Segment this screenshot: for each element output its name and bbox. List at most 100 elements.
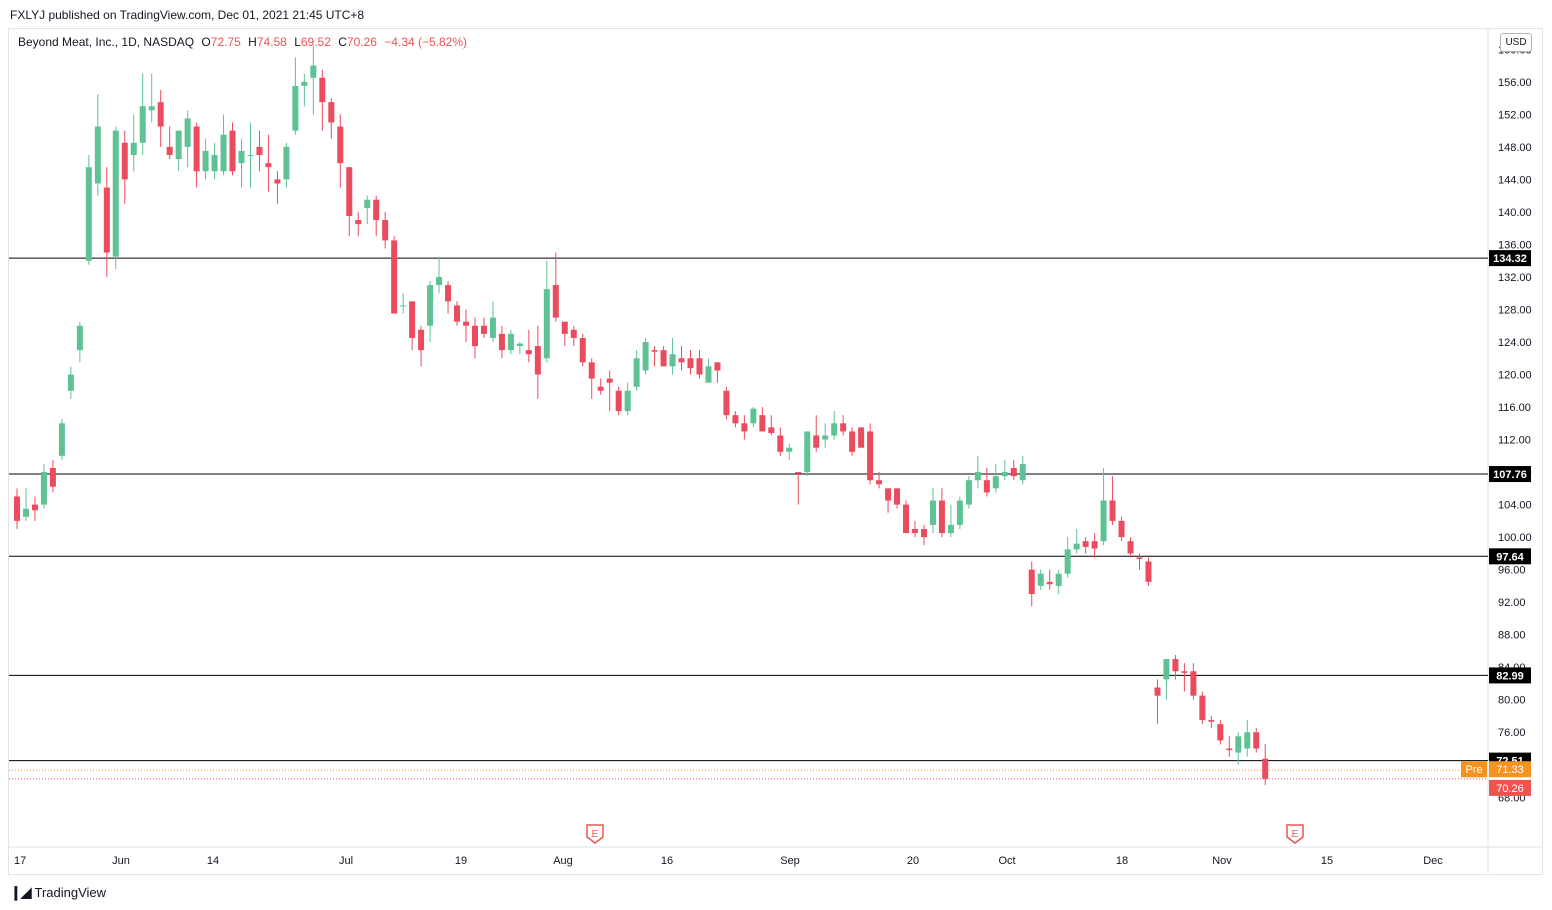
candle-body [669,354,676,367]
candle-body [409,301,416,338]
candle-body [202,150,209,172]
x-tick-label: 18 [1116,855,1128,867]
pre-market-tag-bg [1461,761,1487,778]
candle-body [1199,695,1206,721]
chart-legend: Beyond Meat, Inc., 1D, NASDAQ O72.75 H74… [18,35,467,49]
candle-body [840,423,847,432]
y-tick-label: 124.00 [1498,337,1532,349]
candle-body [804,431,811,473]
y-tick-label: 112.00 [1498,435,1531,447]
earnings-marker-icon [586,824,604,844]
candle-body [1073,543,1080,550]
candle-body [831,423,838,436]
candle-body [373,199,380,221]
candle-body [795,472,802,474]
earnings-marker-icon [1286,824,1304,844]
candle-body [463,321,469,326]
candle-body [516,343,523,347]
y-tick-label: 152.00 [1498,109,1532,121]
candle-body [382,220,389,241]
candle-body [1082,541,1089,547]
candle-body [903,504,910,534]
candle-body [1181,671,1188,673]
candle-body [768,427,775,434]
candle-body [148,106,155,111]
candle-body [912,528,918,534]
candle-body [265,163,272,168]
x-tick-label: Aug [553,855,573,867]
candle-body [274,179,281,184]
candle-body [40,472,47,505]
candle-body [642,342,649,371]
legend-open-value: 72.75 [210,35,241,49]
x-tick-label: 15 [1321,855,1333,867]
price-line-label-bg [1489,548,1531,565]
candle-body [929,500,936,525]
price-line-label: 82.99 [1496,670,1524,682]
footer-branding[interactable]: ❙◢ TradingView [10,884,106,901]
candle-body [1217,724,1224,741]
candle-body [1064,549,1071,574]
price-line-label: 97.64 [1496,551,1524,563]
legend-close-value: 70.26 [346,35,377,49]
candle-body [597,386,604,391]
candle-body [714,362,721,371]
candle-body [1109,500,1116,521]
candle-body [247,155,254,157]
candle-body [1118,520,1125,538]
candle-body [579,337,586,363]
pre-market-value-bg [1489,761,1531,778]
y-tick-label: 104.00 [1498,500,1532,512]
candle-body [1055,573,1062,586]
candle-body [427,285,434,326]
candle-body [364,199,371,208]
y-tick-label: 148.00 [1498,142,1532,154]
price-line-label-bg [1489,667,1531,684]
x-tick-label: 16 [661,855,673,867]
candle-body [211,155,218,172]
legend-change: −4.34 (−5.82%) [384,35,468,49]
candle-body [1046,581,1053,585]
candle-body [525,350,532,355]
candle-body [1028,569,1035,595]
y-tick-label: 156.00 [1498,77,1532,89]
candle-body [121,142,128,180]
candle-body [1262,758,1269,779]
candle-body [112,130,119,257]
y-tick-label: 144.00 [1498,174,1532,186]
candle-body [552,285,559,318]
candle-body [894,488,901,505]
x-tick-label: Nov [1212,855,1232,867]
candle-body [1154,687,1161,696]
candle-body [337,126,344,164]
candle-body [319,77,326,103]
candle-body [1235,736,1242,753]
candle-body [822,435,829,440]
price-line-label: 134.32 [1493,253,1527,265]
candle-body [193,126,200,172]
y-tick-label: 120.00 [1498,370,1532,382]
candle-body [400,305,407,307]
currency-button[interactable]: USD [1500,33,1532,52]
candle-body [103,187,110,253]
legend-symbol: Beyond Meat, Inc., 1D, NASDAQ [18,35,195,49]
legend-low-value: 69.52 [300,35,331,49]
y-tick-label: 76.00 [1498,727,1526,739]
x-tick-label: Dec [1423,855,1443,867]
y-tick-label: 100.00 [1498,532,1532,544]
chart-frame [8,28,1543,875]
candle-body [220,134,227,172]
candle-body [947,524,954,534]
candle-body [696,358,703,375]
tradingview-logo-icon: ❙◢ [10,884,31,900]
candle-body [445,285,452,302]
candle-body [310,65,317,78]
last-price-value-bg [1489,779,1531,796]
candle-body [777,435,784,452]
candle-body [1190,671,1197,696]
candle-body [849,431,856,452]
candle-body [1127,541,1134,554]
candle-body [31,504,38,511]
candle-body [175,130,182,160]
